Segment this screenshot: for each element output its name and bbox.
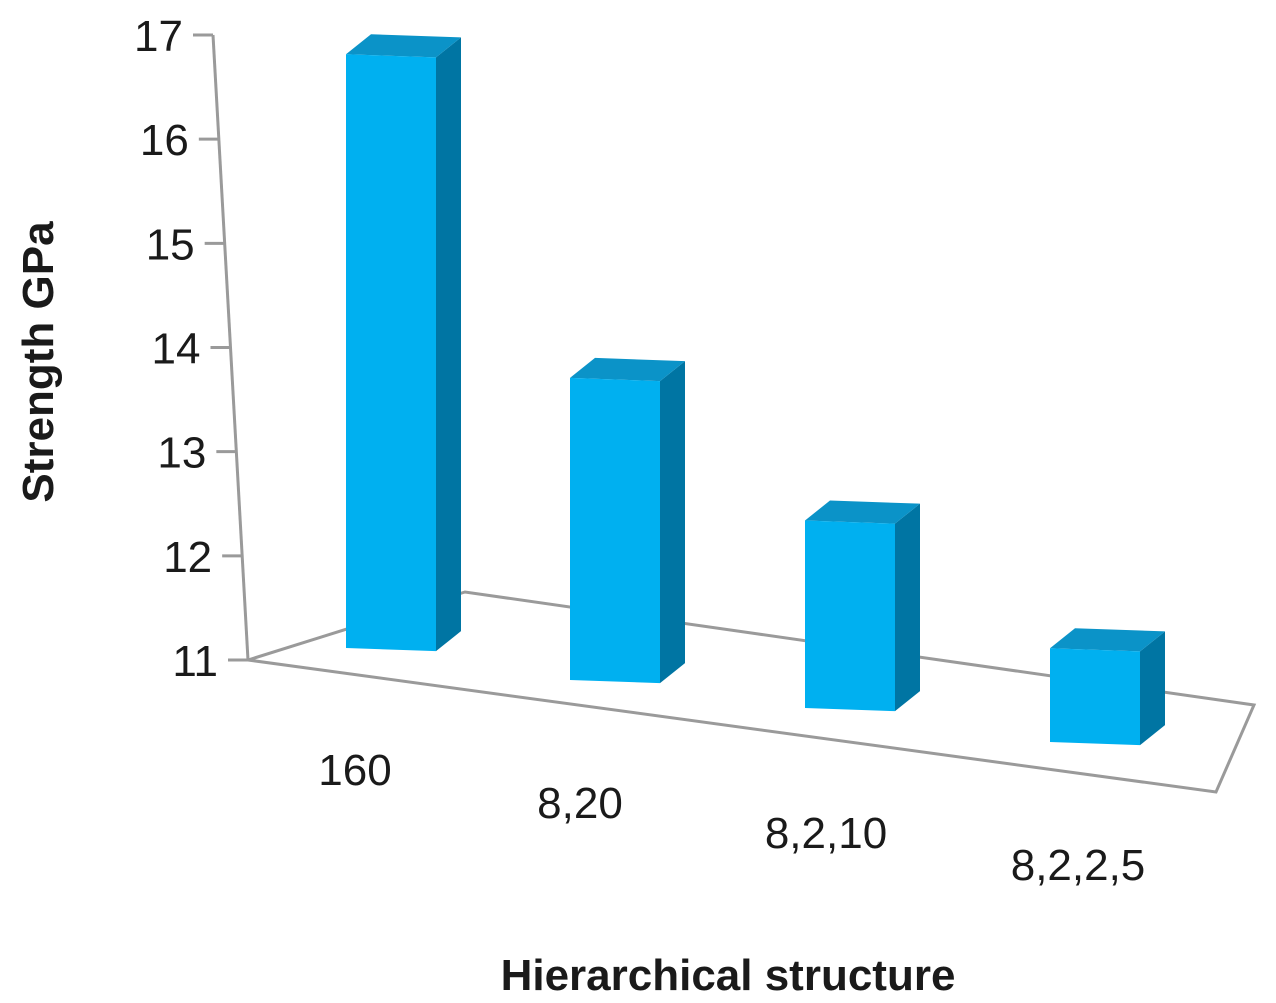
y-axis-ticks: 11 12 13 14 15 16 17 (134, 12, 248, 686)
y-tick-label: 13 (157, 429, 206, 478)
bar (1050, 628, 1165, 746)
y-tick-label: 12 (163, 533, 212, 582)
y-axis-title: Strength GPa (14, 221, 63, 503)
y-tick-label: 15 (146, 220, 195, 269)
y-tick-label: 17 (134, 12, 183, 61)
bar-front-face (570, 377, 660, 684)
bar (570, 357, 685, 684)
x-category-label: 8,20 (537, 779, 623, 828)
x-category-label: 8,2,10 (765, 809, 887, 858)
bar-top-face (346, 34, 461, 58)
bar-side-face (895, 503, 920, 712)
bar (346, 34, 461, 652)
y-tick-label: 11 (172, 637, 218, 686)
bars (346, 34, 1165, 746)
bar-front-face (1050, 648, 1140, 746)
y-tick-label: 14 (152, 325, 201, 374)
bar-top-face (1050, 628, 1165, 652)
bar-top-face (805, 500, 920, 524)
x-category-label: 160 (318, 746, 391, 795)
bar-top-face (570, 357, 685, 382)
bar-side-face (660, 361, 685, 684)
x-category-label: 8,2,2,5 (1011, 841, 1146, 890)
bar-front-face (346, 54, 436, 652)
bar-side-face (1140, 631, 1165, 746)
y-tick-label: 16 (140, 116, 189, 165)
x-axis-categories: 160 8,20 8,2,10 8,2,2,5 (318, 746, 1145, 890)
x-axis-title: Hierarchical structure (501, 951, 956, 1000)
bar-side-face (436, 37, 461, 652)
bar (805, 500, 920, 712)
bar-front-face (805, 520, 895, 712)
